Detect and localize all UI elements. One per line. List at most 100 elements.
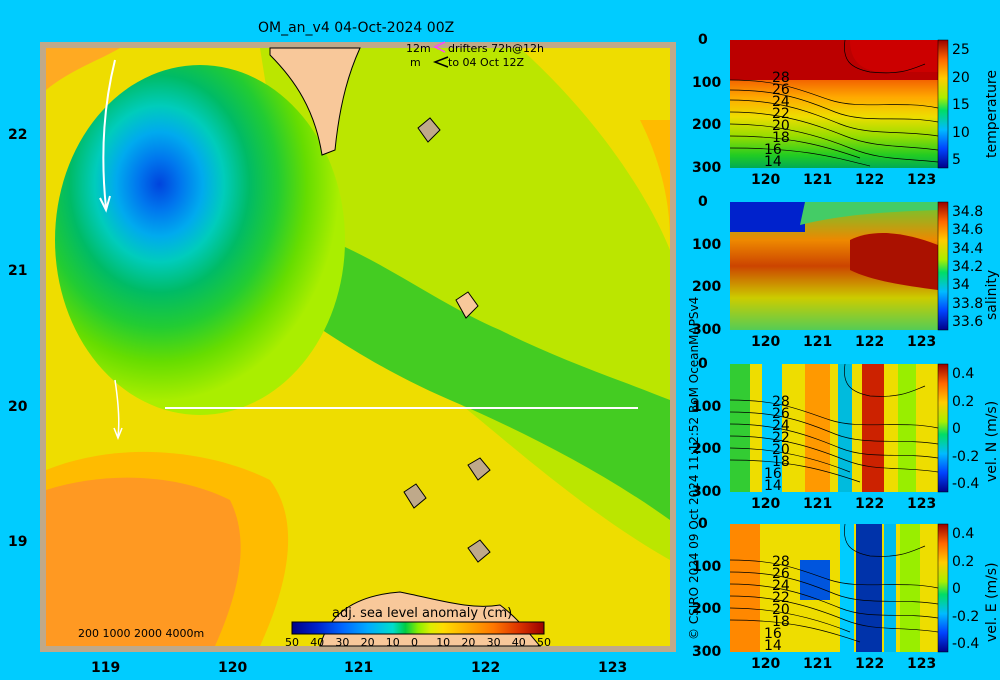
panel-x-tick: 120	[751, 656, 781, 672]
panel-y-tick: 100	[692, 398, 722, 415]
panel-colorbar-tick: -0.4	[952, 636, 980, 652]
panel-colorbar-tick: 0.2	[952, 553, 975, 570]
panel-y-tick: 300	[692, 644, 722, 660]
panel-y-tick: 0	[698, 356, 708, 372]
panel-colorbar-tick: 15	[952, 97, 970, 113]
contour-label: 14	[764, 638, 782, 654]
contour-label: 28	[772, 70, 790, 86]
contour-label: 14	[764, 154, 782, 170]
panel-x-tick: 121	[803, 172, 833, 188]
panel-colorbar-tick: 0.4	[952, 366, 975, 382]
velocity-east-panel	[729, 523, 949, 653]
panel-colorbar-tick: 34.8	[952, 204, 984, 220]
y-tick-label: 20	[8, 399, 28, 415]
panel-colorbar-tick: 33.6	[952, 314, 984, 330]
colorbar-label: adj. sea level anomaly (cm)	[332, 606, 513, 621]
panel-x-tick: 122	[855, 496, 885, 512]
colorbar-tick: 20	[360, 636, 375, 649]
colorbar-tick: 0	[411, 636, 418, 649]
panel-y-tick: 300	[692, 484, 722, 500]
main-map	[40, 41, 676, 652]
panel-x-tick: 122	[855, 172, 885, 188]
panel-x-tick: 120	[751, 172, 781, 188]
panel-ylabel: vel. N (m/s)	[984, 400, 1000, 482]
panel-colorbar-tick: -0.2	[952, 608, 980, 625]
colorbar-tick: 20	[461, 636, 476, 649]
panel-colorbar-tick: 0	[952, 421, 961, 437]
panel-y-tick: 200	[692, 601, 722, 618]
contour-label: 22	[772, 106, 790, 122]
colorbar-tick: 10	[385, 636, 400, 649]
contour-label: 16	[764, 142, 782, 158]
y-tick-label: 21	[8, 263, 28, 279]
contour-label: 26	[772, 82, 790, 98]
panel-colorbar-tick: 0	[952, 581, 961, 597]
velocity-north-panel	[729, 363, 949, 493]
panel-y-tick: 0	[698, 32, 708, 48]
panel-x-tick: 120	[751, 496, 781, 512]
contour-label: 20	[772, 602, 790, 618]
contour-label: 20	[772, 442, 790, 458]
panel-y-tick: 200	[692, 117, 722, 134]
panel-x-tick: 120	[751, 334, 781, 350]
panel-x-tick: 123	[907, 334, 937, 350]
panel-x-tick: 123	[907, 496, 937, 512]
colorbar-tick: 50	[537, 636, 551, 649]
x-tick-label: 119	[91, 660, 121, 676]
legend-drifters: drifters 72h@12h	[448, 42, 545, 55]
contour-label: 24	[772, 578, 790, 594]
legend-12m: 12m	[406, 42, 431, 55]
contour-label: 16	[764, 626, 782, 642]
panel-y-tick: 100	[692, 558, 722, 575]
panel-y-tick: 300	[692, 322, 722, 338]
contour-label: 28	[772, 394, 790, 410]
panel-colorbar-tick: 20	[952, 69, 970, 86]
panel-y-tick: 100	[692, 74, 722, 91]
colorbar-tick: 40	[310, 636, 325, 649]
panel-colorbar-tick: 34.2	[952, 259, 984, 275]
panel-y-tick: 300	[692, 160, 722, 176]
contour-label: 28	[772, 554, 790, 570]
panel-colorbar-tick: 5	[952, 152, 961, 168]
contour-label: 22	[772, 590, 790, 606]
x-tick-label: 120	[218, 660, 248, 676]
y-tick-label: 22	[8, 127, 28, 143]
panel-y-tick: 0	[698, 194, 708, 210]
panel-colorbar-tick: -0.4	[952, 476, 980, 492]
temperature-panel	[729, 39, 949, 169]
panel-ylabel: salinity	[984, 269, 1000, 320]
colorbar-tick: 10	[436, 636, 451, 649]
panel-ylabel: temperature	[984, 70, 1000, 158]
panel-x-tick: 121	[803, 656, 833, 672]
panel-colorbar-tick: 25	[952, 42, 970, 58]
panel-ylabel: vel. E (m/s)	[984, 562, 1000, 642]
y-tick-label: 19	[8, 534, 28, 550]
contour-label: 24	[772, 418, 790, 434]
panel-x-tick: 122	[855, 656, 885, 672]
contour-label: 22	[772, 430, 790, 446]
panel-y-tick: 100	[692, 236, 722, 253]
x-tick-label: 123	[598, 660, 628, 676]
panel-x-tick: 121	[803, 334, 833, 350]
contour-label: 18	[772, 614, 790, 630]
credit-text: © CSIRO 2024 09 Oct 2024 11:12:52 BoM Oc…	[687, 296, 701, 640]
panel-colorbar-tick: 33.8	[952, 295, 984, 312]
depth-legend: 200 1000 2000 4000m	[78, 627, 205, 640]
contour-label: 20	[772, 118, 790, 134]
legend-m: m	[410, 56, 421, 69]
panel-x-tick: 123	[907, 656, 937, 672]
contour-label: 14	[764, 478, 782, 494]
contour-label: 26	[772, 566, 790, 582]
panel-colorbar-tick: 10	[952, 124, 970, 141]
panel-x-tick: 123	[907, 172, 937, 188]
contour-label: 24	[772, 94, 790, 110]
legend-to: to 04 Oct 12Z	[448, 56, 525, 69]
colorbar-tick: 40	[511, 636, 526, 649]
panel-colorbar-tick: -0.2	[952, 448, 980, 465]
contour-label: 18	[772, 130, 790, 146]
x-tick-label: 121	[344, 660, 374, 676]
panel-colorbar-tick: 34.4	[952, 240, 984, 257]
contour-label: 26	[772, 406, 790, 422]
x-tick-label: 122	[471, 660, 501, 676]
